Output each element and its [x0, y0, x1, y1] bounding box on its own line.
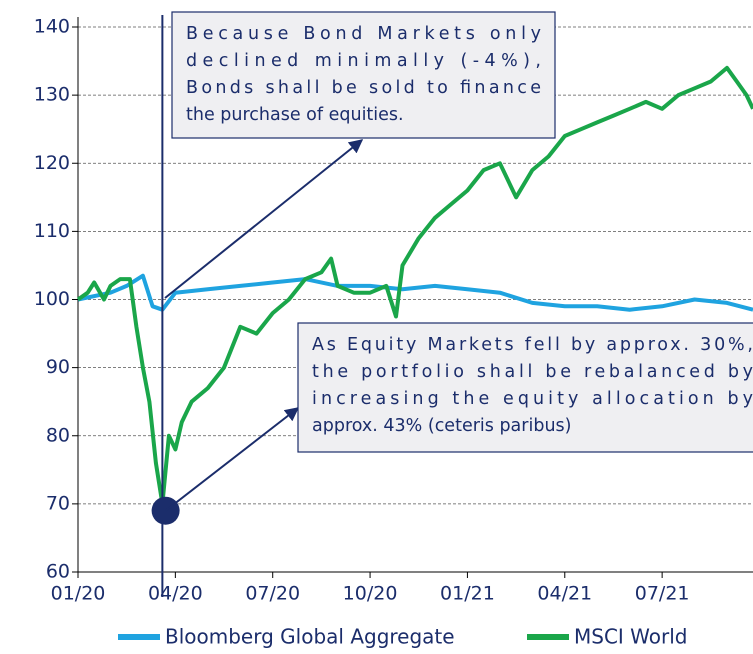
- series-line: [76, 65, 753, 506]
- y-tick-label: 100: [34, 288, 70, 310]
- x-tick-label: 01/20: [51, 583, 106, 605]
- legend-swatch: [118, 634, 160, 640]
- series-line: [77, 273, 753, 312]
- x-tick-label: 01/21: [440, 583, 495, 605]
- annotation-text: increasing the equity allocation by: [312, 389, 753, 409]
- x-tick-label: 07/21: [635, 583, 690, 605]
- x-tick-label: 10/20: [343, 583, 398, 605]
- y-tick-label: 140: [34, 16, 70, 38]
- legend-label: Bloomberg Global Aggregate: [165, 625, 455, 649]
- x-tick-label: 07/20: [245, 583, 300, 605]
- annotation-box: [297, 322, 753, 453]
- annotation-text: approx. 43% (ceteris paribus): [312, 416, 571, 436]
- y-tick-label: 130: [34, 84, 70, 106]
- annotation-text: declined minimally (-4%),: [186, 51, 541, 71]
- y-tick-label: 60: [46, 561, 70, 583]
- annotation-box: [171, 11, 556, 139]
- annotation-arrow: [165, 407, 300, 512]
- y-tick-label: 120: [34, 152, 70, 174]
- y-tick-label: 110: [34, 220, 70, 242]
- legend-swatch: [527, 634, 569, 640]
- x-tick-label: 04/21: [537, 583, 592, 605]
- y-tick-label: 90: [46, 356, 70, 378]
- lines: [76, 65, 753, 506]
- y-tick-label: 70: [46, 492, 70, 514]
- legend-label: MSCI World: [574, 625, 688, 649]
- x-tick-label: 04/20: [148, 583, 203, 605]
- annotation-arrow: [164, 139, 364, 299]
- annotation-text: the purchase of equities.: [186, 105, 404, 125]
- grid: 60 70 80 90 100 110 120 130 140 01/20 04/20 07/20 10…: [34, 16, 753, 605]
- y-tick-label: 80: [46, 424, 70, 446]
